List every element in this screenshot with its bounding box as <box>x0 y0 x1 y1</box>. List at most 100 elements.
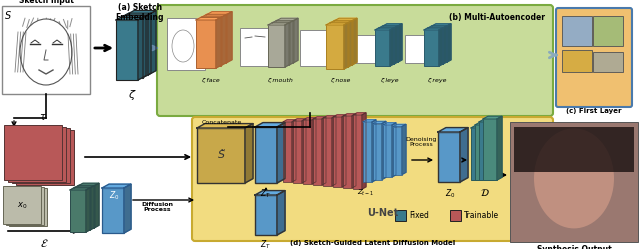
Polygon shape <box>352 18 357 65</box>
Text: $Z_T$: $Z_T$ <box>260 238 271 249</box>
Bar <box>405 35 427 63</box>
Ellipse shape <box>20 19 72 85</box>
Polygon shape <box>493 119 498 180</box>
Polygon shape <box>216 17 222 68</box>
Polygon shape <box>424 28 443 30</box>
Polygon shape <box>383 123 396 125</box>
Polygon shape <box>402 124 406 175</box>
Polygon shape <box>363 120 376 122</box>
Polygon shape <box>438 127 468 132</box>
Text: S: S <box>5 11 12 21</box>
Bar <box>74 188 90 230</box>
Text: Diffusion
Process: Diffusion Process <box>141 202 173 212</box>
Bar <box>300 30 328 66</box>
Bar <box>126 15 148 75</box>
Text: U-Net: U-Net <box>367 208 398 218</box>
Text: $\mathcal{E}$: $\mathcal{E}$ <box>40 237 48 249</box>
Bar <box>102 188 124 233</box>
Polygon shape <box>447 24 451 62</box>
Text: ζ face: ζ face <box>200 78 220 83</box>
FancyBboxPatch shape <box>157 5 553 116</box>
Polygon shape <box>379 26 398 28</box>
Bar <box>479 122 493 180</box>
Polygon shape <box>78 183 99 186</box>
Bar <box>6 187 44 225</box>
Polygon shape <box>443 26 447 64</box>
Polygon shape <box>342 115 346 187</box>
Bar <box>9 188 47 226</box>
Bar <box>393 126 402 175</box>
Bar <box>424 30 439 66</box>
Text: (c) First Layer: (c) First Layer <box>566 108 621 114</box>
Text: Concatenate: Concatenate <box>202 120 242 125</box>
Polygon shape <box>394 26 398 64</box>
Bar <box>8 126 66 182</box>
Polygon shape <box>245 124 253 183</box>
Polygon shape <box>393 124 406 126</box>
Polygon shape <box>277 123 285 183</box>
Text: (a) Sketch
Embedding: (a) Sketch Embedding <box>116 3 164 22</box>
Bar <box>116 20 138 80</box>
Polygon shape <box>479 119 498 122</box>
Polygon shape <box>432 24 451 26</box>
Polygon shape <box>289 20 294 65</box>
Polygon shape <box>373 121 386 124</box>
Polygon shape <box>313 117 326 119</box>
Bar <box>121 17 143 77</box>
Polygon shape <box>392 123 396 177</box>
Bar <box>475 125 489 180</box>
Polygon shape <box>86 187 91 232</box>
Ellipse shape <box>534 128 614 228</box>
Bar <box>206 15 226 63</box>
Polygon shape <box>471 125 490 128</box>
Polygon shape <box>489 122 494 180</box>
Polygon shape <box>102 184 131 188</box>
Bar <box>438 132 460 182</box>
Polygon shape <box>277 190 285 235</box>
Polygon shape <box>276 18 298 21</box>
Bar <box>293 121 302 183</box>
Polygon shape <box>362 113 366 189</box>
Text: ζ reye: ζ reye <box>428 78 447 83</box>
Polygon shape <box>283 120 296 122</box>
Polygon shape <box>221 14 227 65</box>
Bar <box>379 28 394 64</box>
Polygon shape <box>375 28 394 30</box>
Bar <box>16 130 74 185</box>
Polygon shape <box>268 22 290 25</box>
Bar <box>363 122 372 182</box>
Bar <box>334 21 352 65</box>
Text: Sketch Input: Sketch Input <box>19 0 74 5</box>
Bar <box>432 26 447 62</box>
Polygon shape <box>382 121 386 180</box>
Polygon shape <box>398 24 402 62</box>
Text: $Z_0$: $Z_0$ <box>109 189 119 201</box>
Polygon shape <box>196 17 222 20</box>
Text: $Z_0$: $Z_0$ <box>445 187 455 199</box>
Polygon shape <box>226 12 232 63</box>
Polygon shape <box>74 185 95 188</box>
Bar <box>255 127 277 183</box>
Polygon shape <box>343 114 356 116</box>
Bar <box>323 118 332 186</box>
Polygon shape <box>293 18 298 63</box>
Bar <box>428 28 443 64</box>
Bar <box>395 210 406 221</box>
Polygon shape <box>344 22 349 69</box>
Bar <box>471 128 485 180</box>
Bar <box>375 30 390 66</box>
Text: ζ mouth: ζ mouth <box>267 78 293 83</box>
Polygon shape <box>255 123 285 127</box>
Polygon shape <box>302 119 306 183</box>
Polygon shape <box>383 24 402 26</box>
Bar <box>333 117 342 187</box>
Bar <box>562 50 592 72</box>
Text: Synthesis Output: Synthesis Output <box>536 245 611 249</box>
Polygon shape <box>206 12 232 15</box>
Bar <box>255 195 277 235</box>
Bar <box>383 125 392 177</box>
Polygon shape <box>348 20 353 67</box>
Polygon shape <box>143 13 151 77</box>
Polygon shape <box>285 22 290 67</box>
Polygon shape <box>94 183 99 228</box>
